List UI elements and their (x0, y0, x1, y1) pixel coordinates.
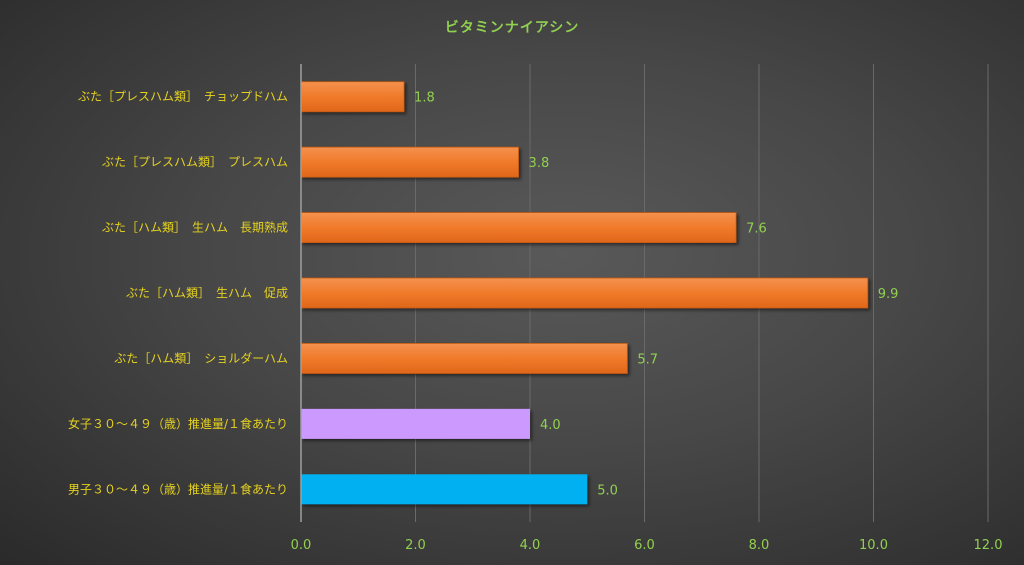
bar (300, 81, 405, 113)
value-label: 7.6 (746, 222, 767, 237)
category-label: ぶた［プレスハム類］ チョップドハム (78, 90, 288, 104)
category-label: 女子３０～４９（歳）推進量/１食あたり (68, 416, 288, 431)
value-labels: 1.8 3.8 7.6 9.9 5.7 4.0 5.0 (414, 91, 898, 499)
category-label: 男子３０～４９（歳）推進量/１食あたり (68, 481, 288, 496)
x-tick-label: 6.0 (634, 538, 655, 553)
x-tick-label: 12.0 (974, 538, 1003, 553)
x-tick-label: 0.0 (291, 538, 312, 553)
x-tick-label: 10.0 (859, 538, 888, 553)
category-label: ぶた［プレスハム類］ プレスハム (102, 155, 288, 169)
x-tick-labels: 0.0 2.0 4.0 6.0 8.0 10.0 12.0 (291, 538, 1003, 553)
bar (300, 277, 869, 309)
value-label: 1.8 (414, 91, 435, 106)
value-label: 9.9 (878, 287, 899, 302)
category-label: ぶた［ハム類］ ショルダーハム (114, 350, 288, 365)
bars (300, 81, 869, 505)
x-tick-label: 2.0 (405, 538, 426, 553)
category-label: ぶた［ハム類］ 生ハム 促成 (126, 286, 288, 300)
category-label: ぶた［ハム類］ 生ハム 長期熟成 (102, 220, 288, 235)
bar (301, 474, 588, 505)
x-tick-label: 8.0 (749, 538, 770, 553)
value-label: 5.7 (637, 352, 658, 367)
bar (300, 343, 628, 374)
chart-title: ビタミンナイアシン (445, 20, 579, 36)
value-label: 5.0 (597, 483, 618, 498)
bar (300, 146, 519, 178)
bar (300, 212, 737, 243)
value-label: 3.8 (529, 156, 550, 171)
value-label: 4.0 (540, 418, 561, 433)
x-tick-label: 4.0 (520, 538, 541, 553)
bar (301, 408, 530, 439)
